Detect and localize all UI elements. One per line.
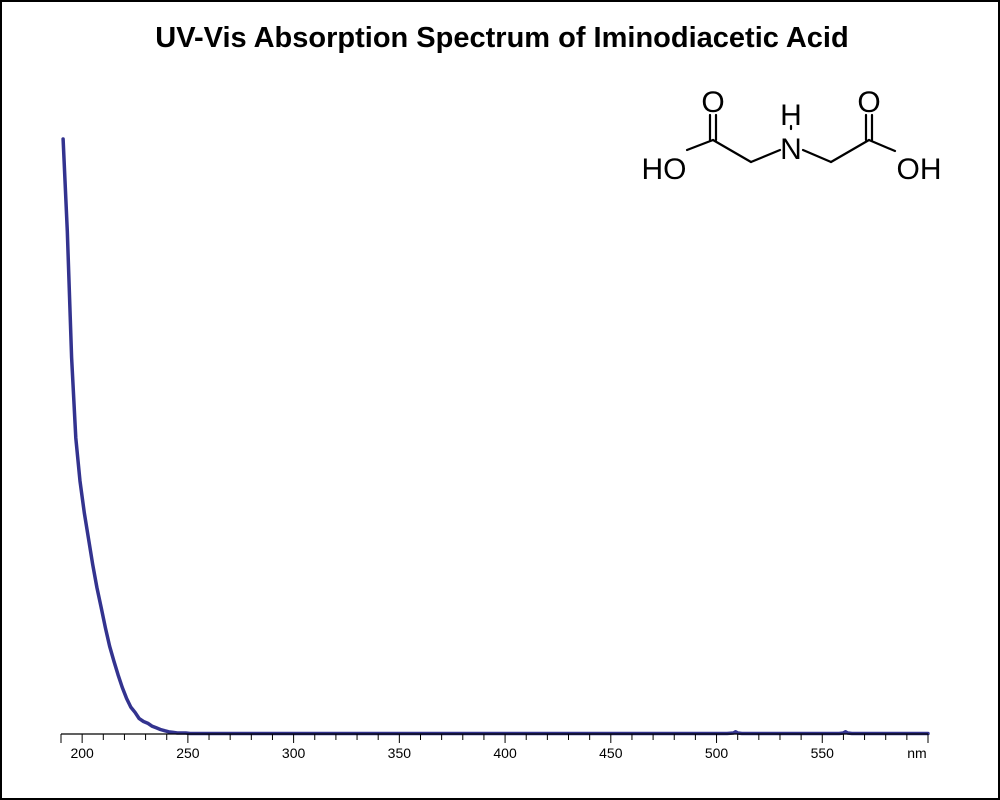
- x-tick-label: 200: [70, 745, 94, 761]
- x-tick-label: 550: [811, 745, 835, 761]
- atom-o-left: O: [701, 86, 724, 119]
- bond-n-c3: [801, 148, 833, 164]
- x-tick-label: 400: [493, 745, 517, 761]
- bond-c2-n: [749, 148, 782, 164]
- atom-ho-left: HO: [642, 153, 687, 186]
- bond-c4-oh: [867, 138, 897, 153]
- x-unit-label: nm: [907, 745, 926, 761]
- spectrum-line: [61, 137, 930, 736]
- x-tick-label: 350: [388, 745, 412, 761]
- x-tick-label: 500: [705, 745, 729, 761]
- atom-n-amine: N: [780, 133, 802, 166]
- x-tick-label: 300: [282, 745, 306, 761]
- atom-o-right: O: [857, 86, 880, 119]
- x-tick-label: 450: [599, 745, 623, 761]
- bond-ho-c1: [685, 138, 715, 152]
- x-tick-label: 250: [176, 745, 200, 761]
- bond-c3-c4: [829, 138, 871, 164]
- molecule-atom-labels: O O H N HO OH: [642, 86, 942, 186]
- molecule-structure: [685, 113, 897, 164]
- x-axis-tick-labels: 200 250 300 350 400 450 500 550: [70, 745, 834, 761]
- atom-h-amine: H: [780, 99, 802, 132]
- bond-c1-c2: [711, 138, 753, 164]
- chart-title: UV-Vis Absorption Spectrum of Iminodiace…: [155, 22, 849, 54]
- atom-oh-right: OH: [897, 153, 942, 186]
- x-axis-ticks: [60, 734, 929, 743]
